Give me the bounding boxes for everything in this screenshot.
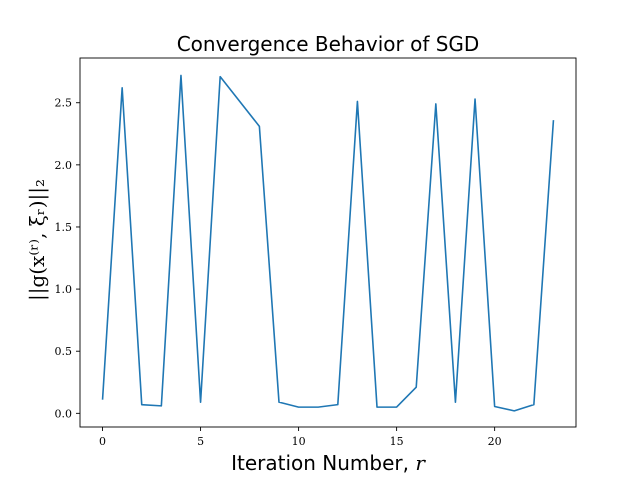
y-tick-label-4: 2.0 bbox=[55, 159, 73, 172]
series-line-0 bbox=[101, 74, 555, 412]
x-axis-label: Iteration Number, r bbox=[231, 451, 426, 475]
y-tick-label-5: 2.5 bbox=[55, 97, 73, 110]
x-tick-label-4: 20 bbox=[488, 435, 502, 448]
x-tick-label-0: 0 bbox=[99, 435, 106, 448]
x-tick-label-1: 5 bbox=[197, 435, 204, 448]
y-tick-label-2: 1.0 bbox=[55, 283, 73, 296]
y-tick-label-0: 0.0 bbox=[55, 407, 73, 420]
x-tick-label-2: 10 bbox=[292, 435, 306, 448]
x-tick-label-3: 15 bbox=[390, 435, 404, 448]
plot-area: 0 5 10 15 20 0.0 0.5 1.0 1.5 2.0 2.5 bbox=[55, 57, 577, 448]
x-axis-label-variable: r bbox=[415, 451, 426, 475]
y-tick-label-3: 1.5 bbox=[55, 221, 73, 234]
x-axis-label-text: Iteration Number, bbox=[231, 451, 415, 475]
axes-frame bbox=[79, 57, 577, 428]
chart-title: Convergence Behavior of SGD bbox=[177, 32, 480, 56]
y-axis-label: ||g(x⁽ʳ⁾, ξᵣ)||₂ bbox=[25, 179, 50, 301]
y-tick-label-1: 0.5 bbox=[55, 345, 73, 358]
